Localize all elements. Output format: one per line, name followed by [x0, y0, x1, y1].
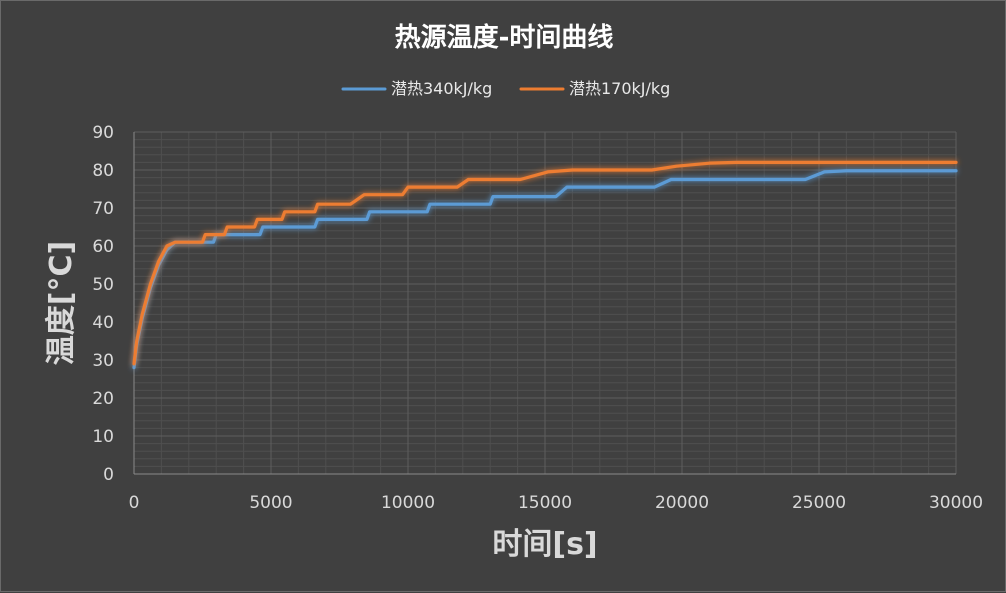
series-line-1: [132, 169, 958, 370]
legend-label-series-2: 潜热170kJ/kg: [569, 79, 670, 98]
x-tick-label: 20000: [655, 493, 709, 513]
legend-label-series-1: 潜热340kJ/kg: [391, 79, 492, 98]
y-tick-labels: 0 10 20 30 40 50 60 70 80 90: [92, 123, 114, 485]
y-tick-label: 70: [92, 199, 114, 219]
major-gridlines: [133, 131, 957, 475]
series-lines: [132, 160, 958, 370]
y-tick-label: 30: [92, 351, 114, 371]
x-tick-label: 0: [129, 493, 140, 513]
y-tick-label: 20: [92, 389, 114, 409]
y-tick-label: 0: [103, 465, 114, 485]
y-tick-label: 50: [92, 275, 114, 295]
series-line-2: [132, 160, 958, 366]
x-tick-label: 15000: [518, 493, 572, 513]
x-tick-labels: 0 5000 10000 15000 20000 25000 30000: [129, 493, 983, 513]
y-tick-label: 90: [92, 123, 114, 143]
chart-title: 热源温度-时间曲线: [395, 22, 614, 53]
y-axis-title: 温度[°C]: [44, 241, 79, 365]
y-tick-label: 10: [92, 427, 114, 447]
x-tick-label: 10000: [381, 493, 435, 513]
y-tick-label: 80: [92, 161, 114, 181]
y-tick-label: 40: [92, 313, 114, 333]
x-axis-title: 时间[s]: [492, 527, 597, 562]
x-tick-label: 30000: [929, 493, 983, 513]
axes: [133, 132, 956, 475]
y-tick-label: 60: [92, 237, 114, 257]
x-tick-label: 25000: [792, 493, 846, 513]
x-tick-label: 5000: [249, 493, 292, 513]
legend: 潜热340kJ/kg 潜热170kJ/kg: [341, 79, 670, 98]
